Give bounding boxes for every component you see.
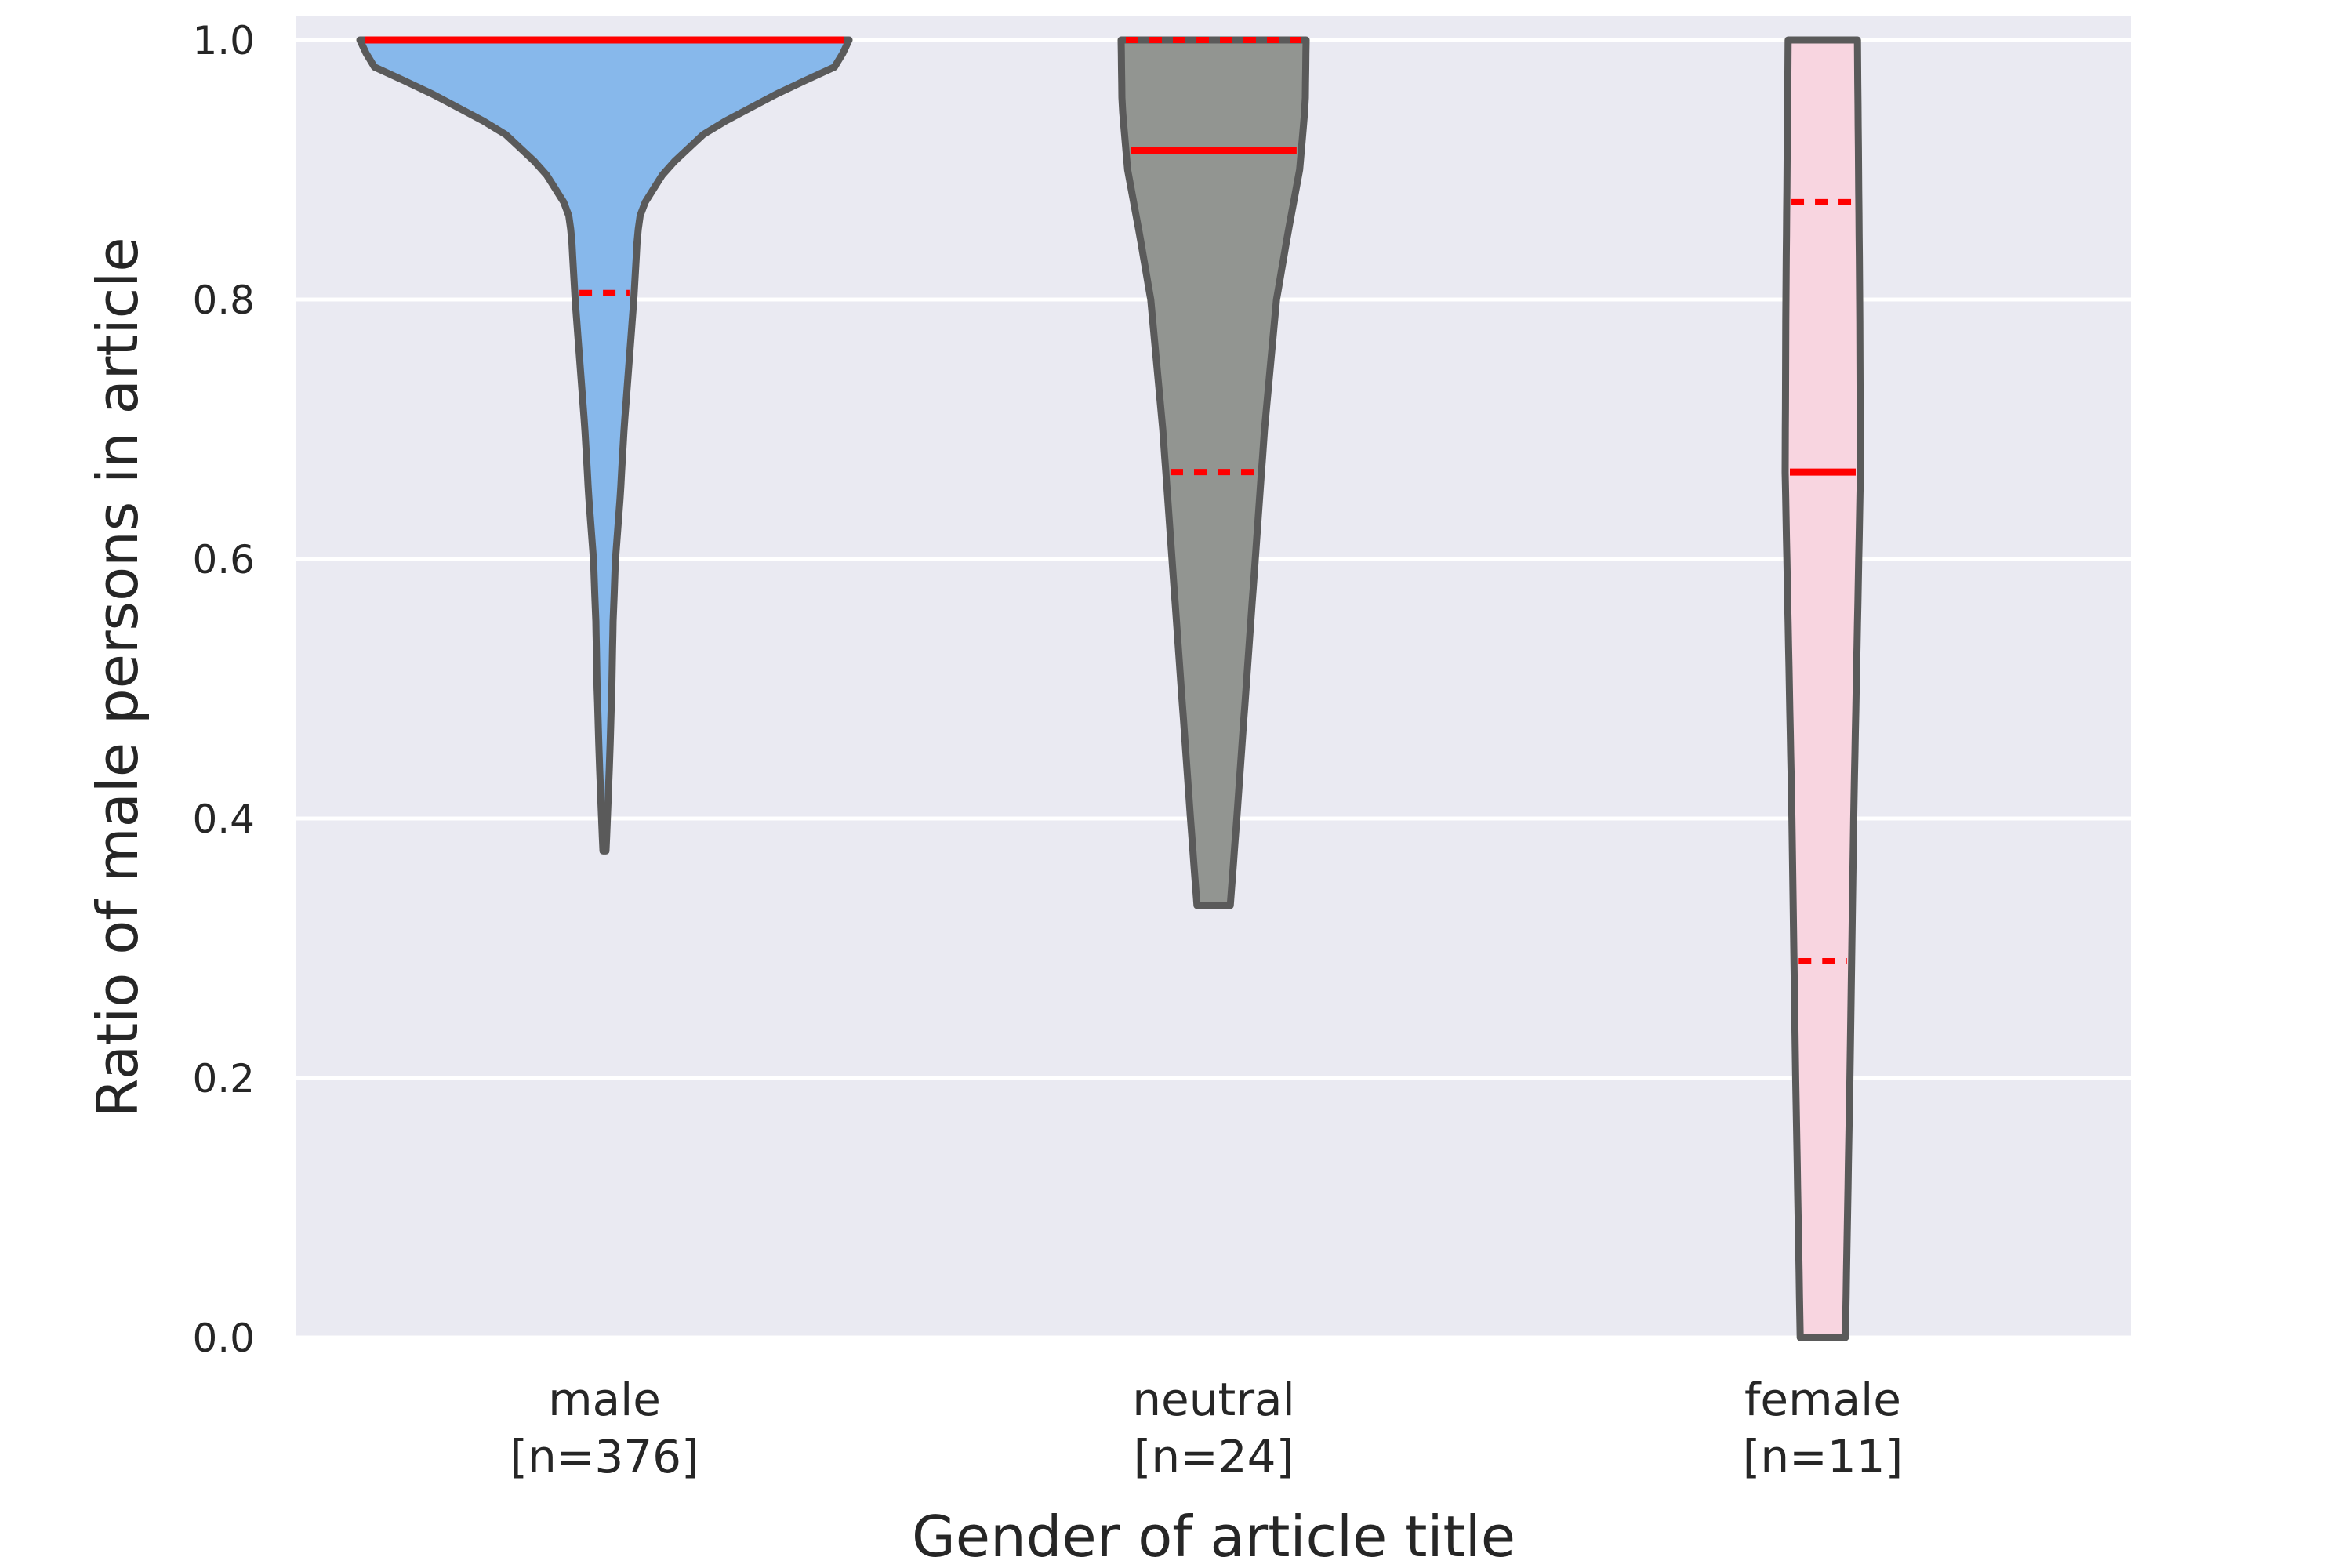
violins — [356, 36, 1864, 1341]
x-tick-label-female: female — [1744, 1373, 1901, 1426]
y-tick-label: 0.6 — [192, 537, 255, 583]
x-axis-title: Gender of article title — [912, 1504, 1515, 1568]
y-tick-labels: 0.0 0.2 0.4 0.6 0.8 1.0 — [192, 18, 255, 1361]
x-tick-count-neutral: [n=24] — [1134, 1430, 1294, 1483]
violin-body-neutral — [1117, 36, 1310, 909]
x-tick-label-neutral: neutral — [1132, 1373, 1294, 1426]
violin-body-female — [1781, 36, 1864, 1341]
y-tick-label: 1.0 — [192, 18, 255, 64]
y-axis-title: Ratio of male persons in article — [85, 237, 151, 1117]
x-tick-count-male: [n=376] — [510, 1430, 699, 1483]
violin-body-male — [356, 36, 853, 855]
y-tick-label: 0.4 — [192, 797, 255, 842]
x-tick-count-female: [n=11] — [1743, 1430, 1903, 1483]
y-tick-label: 0.0 — [192, 1316, 255, 1361]
y-tick-label: 0.2 — [192, 1056, 255, 1102]
x-tick-label-male: male — [548, 1373, 661, 1426]
x-category-labels: male[n=376] neutral[n=24] female[n=11] — [510, 1373, 1903, 1483]
y-tick-label: 0.8 — [192, 278, 255, 323]
